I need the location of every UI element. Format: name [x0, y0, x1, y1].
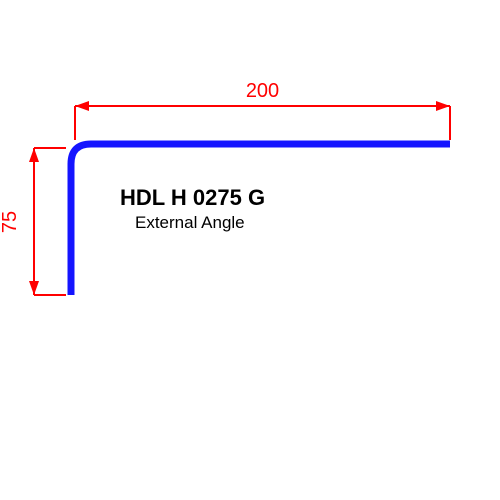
v-arrow-bottom	[29, 281, 39, 295]
h-dim-value: 200	[238, 80, 288, 103]
v-dim-line	[33, 148, 35, 295]
v-dim-value: 75	[0, 202, 22, 242]
h-ext-left	[74, 106, 76, 140]
h-arrow-left	[75, 101, 89, 111]
h-arrow-right	[436, 101, 450, 111]
h-ext-right	[449, 106, 451, 140]
part-description: External Angle	[135, 213, 245, 233]
angle-profile	[0, 0, 500, 500]
technical-drawing: 200 75 HDL H 0275 G External Angle	[0, 0, 500, 500]
part-number: HDL H 0275 G	[120, 185, 265, 211]
h-dim-line	[75, 105, 450, 107]
v-arrow-top	[29, 148, 39, 162]
